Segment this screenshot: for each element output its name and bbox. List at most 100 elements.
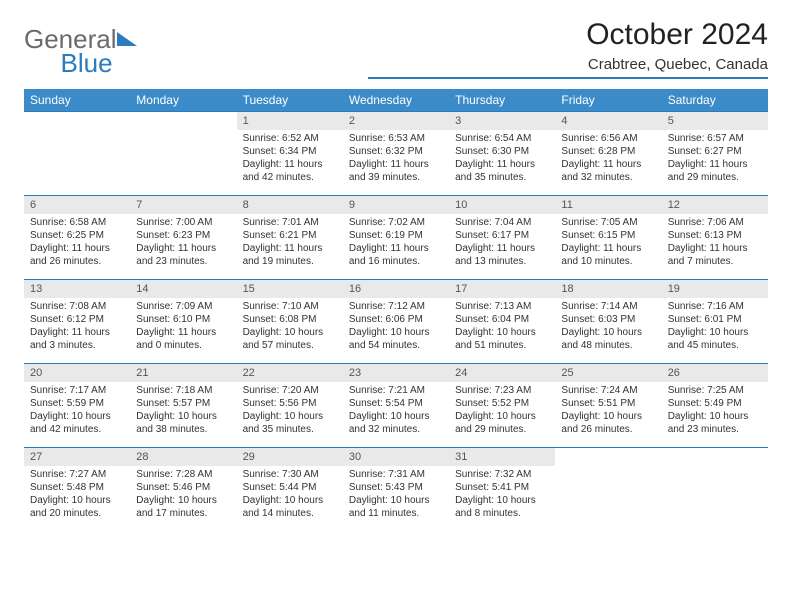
day-body: Sunrise: 7:21 AMSunset: 5:54 PMDaylight:… xyxy=(343,382,449,440)
col-thursday: Thursday xyxy=(449,89,555,112)
day-number: 26 xyxy=(662,364,768,382)
calendar-cell: 28Sunrise: 7:28 AMSunset: 5:46 PMDayligh… xyxy=(130,448,236,532)
calendar-cell: 4Sunrise: 6:56 AMSunset: 6:28 PMDaylight… xyxy=(555,112,661,196)
day-number: 1 xyxy=(237,112,343,130)
weekday-header-row: Sunday Monday Tuesday Wednesday Thursday… xyxy=(24,89,768,112)
day-number: 30 xyxy=(343,448,449,466)
day-body: Sunrise: 7:20 AMSunset: 5:56 PMDaylight:… xyxy=(237,382,343,440)
col-sunday: Sunday xyxy=(24,89,130,112)
day-number: 15 xyxy=(237,280,343,298)
calendar-cell xyxy=(555,448,661,532)
day-number: 18 xyxy=(555,280,661,298)
day-number: 7 xyxy=(130,196,236,214)
day-number: 27 xyxy=(24,448,130,466)
calendar-cell: 26Sunrise: 7:25 AMSunset: 5:49 PMDayligh… xyxy=(662,364,768,448)
day-body: Sunrise: 7:32 AMSunset: 5:41 PMDaylight:… xyxy=(449,466,555,524)
calendar-cell xyxy=(130,112,236,196)
day-number: 14 xyxy=(130,280,236,298)
col-monday: Monday xyxy=(130,89,236,112)
day-number: 12 xyxy=(662,196,768,214)
day-number: 6 xyxy=(24,196,130,214)
calendar-cell: 2Sunrise: 6:53 AMSunset: 6:32 PMDaylight… xyxy=(343,112,449,196)
calendar-cell: 21Sunrise: 7:18 AMSunset: 5:57 PMDayligh… xyxy=(130,364,236,448)
calendar-cell: 17Sunrise: 7:13 AMSunset: 6:04 PMDayligh… xyxy=(449,280,555,364)
day-body: Sunrise: 7:25 AMSunset: 5:49 PMDaylight:… xyxy=(662,382,768,440)
day-body: Sunrise: 7:30 AMSunset: 5:44 PMDaylight:… xyxy=(237,466,343,524)
day-body: Sunrise: 7:17 AMSunset: 5:59 PMDaylight:… xyxy=(24,382,130,440)
day-body: Sunrise: 7:01 AMSunset: 6:21 PMDaylight:… xyxy=(237,214,343,272)
logo-word-2: Blue xyxy=(61,48,113,78)
day-number: 9 xyxy=(343,196,449,214)
calendar-cell: 7Sunrise: 7:00 AMSunset: 6:23 PMDaylight… xyxy=(130,196,236,280)
month-title: October 2024 xyxy=(368,18,768,52)
day-number: 8 xyxy=(237,196,343,214)
day-body: Sunrise: 7:28 AMSunset: 5:46 PMDaylight:… xyxy=(130,466,236,524)
day-number: 28 xyxy=(130,448,236,466)
day-number: 5 xyxy=(662,112,768,130)
day-number: 3 xyxy=(449,112,555,130)
day-body: Sunrise: 6:57 AMSunset: 6:27 PMDaylight:… xyxy=(662,130,768,188)
day-number: 25 xyxy=(555,364,661,382)
day-body: Sunrise: 7:05 AMSunset: 6:15 PMDaylight:… xyxy=(555,214,661,272)
calendar-cell: 8Sunrise: 7:01 AMSunset: 6:21 PMDaylight… xyxy=(237,196,343,280)
day-body: Sunrise: 7:31 AMSunset: 5:43 PMDaylight:… xyxy=(343,466,449,524)
day-number: 13 xyxy=(24,280,130,298)
calendar-cell: 12Sunrise: 7:06 AMSunset: 6:13 PMDayligh… xyxy=(662,196,768,280)
day-body: Sunrise: 7:04 AMSunset: 6:17 PMDaylight:… xyxy=(449,214,555,272)
col-saturday: Saturday xyxy=(662,89,768,112)
day-body: Sunrise: 7:18 AMSunset: 5:57 PMDaylight:… xyxy=(130,382,236,440)
day-body: Sunrise: 7:16 AMSunset: 6:01 PMDaylight:… xyxy=(662,298,768,356)
day-body: Sunrise: 6:54 AMSunset: 6:30 PMDaylight:… xyxy=(449,130,555,188)
calendar-cell: 11Sunrise: 7:05 AMSunset: 6:15 PMDayligh… xyxy=(555,196,661,280)
day-body: Sunrise: 7:06 AMSunset: 6:13 PMDaylight:… xyxy=(662,214,768,272)
day-number: 20 xyxy=(24,364,130,382)
day-number: 29 xyxy=(237,448,343,466)
day-number: 22 xyxy=(237,364,343,382)
calendar-cell: 31Sunrise: 7:32 AMSunset: 5:41 PMDayligh… xyxy=(449,448,555,532)
calendar-row: 27Sunrise: 7:27 AMSunset: 5:48 PMDayligh… xyxy=(24,448,768,532)
calendar-cell: 18Sunrise: 7:14 AMSunset: 6:03 PMDayligh… xyxy=(555,280,661,364)
day-number: 24 xyxy=(449,364,555,382)
calendar-cell: 13Sunrise: 7:08 AMSunset: 6:12 PMDayligh… xyxy=(24,280,130,364)
day-body: Sunrise: 7:08 AMSunset: 6:12 PMDaylight:… xyxy=(24,298,130,356)
calendar-cell: 6Sunrise: 6:58 AMSunset: 6:25 PMDaylight… xyxy=(24,196,130,280)
day-body: Sunrise: 7:13 AMSunset: 6:04 PMDaylight:… xyxy=(449,298,555,356)
col-tuesday: Tuesday xyxy=(237,89,343,112)
calendar-row: 1Sunrise: 6:52 AMSunset: 6:34 PMDaylight… xyxy=(24,112,768,196)
calendar-cell: 23Sunrise: 7:21 AMSunset: 5:54 PMDayligh… xyxy=(343,364,449,448)
day-number: 4 xyxy=(555,112,661,130)
day-number: 2 xyxy=(343,112,449,130)
calendar-row: 13Sunrise: 7:08 AMSunset: 6:12 PMDayligh… xyxy=(24,280,768,364)
col-wednesday: Wednesday xyxy=(343,89,449,112)
calendar-cell: 25Sunrise: 7:24 AMSunset: 5:51 PMDayligh… xyxy=(555,364,661,448)
day-body: Sunrise: 6:53 AMSunset: 6:32 PMDaylight:… xyxy=(343,130,449,188)
day-number: 23 xyxy=(343,364,449,382)
calendar-cell: 5Sunrise: 6:57 AMSunset: 6:27 PMDaylight… xyxy=(662,112,768,196)
day-body: Sunrise: 7:23 AMSunset: 5:52 PMDaylight:… xyxy=(449,382,555,440)
day-number: 11 xyxy=(555,196,661,214)
calendar-cell: 9Sunrise: 7:02 AMSunset: 6:19 PMDaylight… xyxy=(343,196,449,280)
calendar-cell: 19Sunrise: 7:16 AMSunset: 6:01 PMDayligh… xyxy=(662,280,768,364)
day-body: Sunrise: 7:00 AMSunset: 6:23 PMDaylight:… xyxy=(130,214,236,272)
day-body: Sunrise: 6:58 AMSunset: 6:25 PMDaylight:… xyxy=(24,214,130,272)
logo: General Blue xyxy=(24,18,113,79)
day-body: Sunrise: 6:56 AMSunset: 6:28 PMDaylight:… xyxy=(555,130,661,188)
day-number: 17 xyxy=(449,280,555,298)
calendar-cell: 30Sunrise: 7:31 AMSunset: 5:43 PMDayligh… xyxy=(343,448,449,532)
calendar-cell xyxy=(24,112,130,196)
day-number: 16 xyxy=(343,280,449,298)
calendar-cell: 20Sunrise: 7:17 AMSunset: 5:59 PMDayligh… xyxy=(24,364,130,448)
day-body: Sunrise: 7:27 AMSunset: 5:48 PMDaylight:… xyxy=(24,466,130,524)
day-body: Sunrise: 7:10 AMSunset: 6:08 PMDaylight:… xyxy=(237,298,343,356)
day-body: Sunrise: 6:52 AMSunset: 6:34 PMDaylight:… xyxy=(237,130,343,188)
calendar-cell: 15Sunrise: 7:10 AMSunset: 6:08 PMDayligh… xyxy=(237,280,343,364)
calendar-cell: 3Sunrise: 6:54 AMSunset: 6:30 PMDaylight… xyxy=(449,112,555,196)
day-body: Sunrise: 7:14 AMSunset: 6:03 PMDaylight:… xyxy=(555,298,661,356)
day-number: 31 xyxy=(449,448,555,466)
calendar-row: 20Sunrise: 7:17 AMSunset: 5:59 PMDayligh… xyxy=(24,364,768,448)
day-body: Sunrise: 7:09 AMSunset: 6:10 PMDaylight:… xyxy=(130,298,236,356)
day-number: 19 xyxy=(662,280,768,298)
day-body: Sunrise: 7:12 AMSunset: 6:06 PMDaylight:… xyxy=(343,298,449,356)
header: General Blue October 2024 Crabtree, Queb… xyxy=(24,18,768,79)
calendar-cell: 14Sunrise: 7:09 AMSunset: 6:10 PMDayligh… xyxy=(130,280,236,364)
